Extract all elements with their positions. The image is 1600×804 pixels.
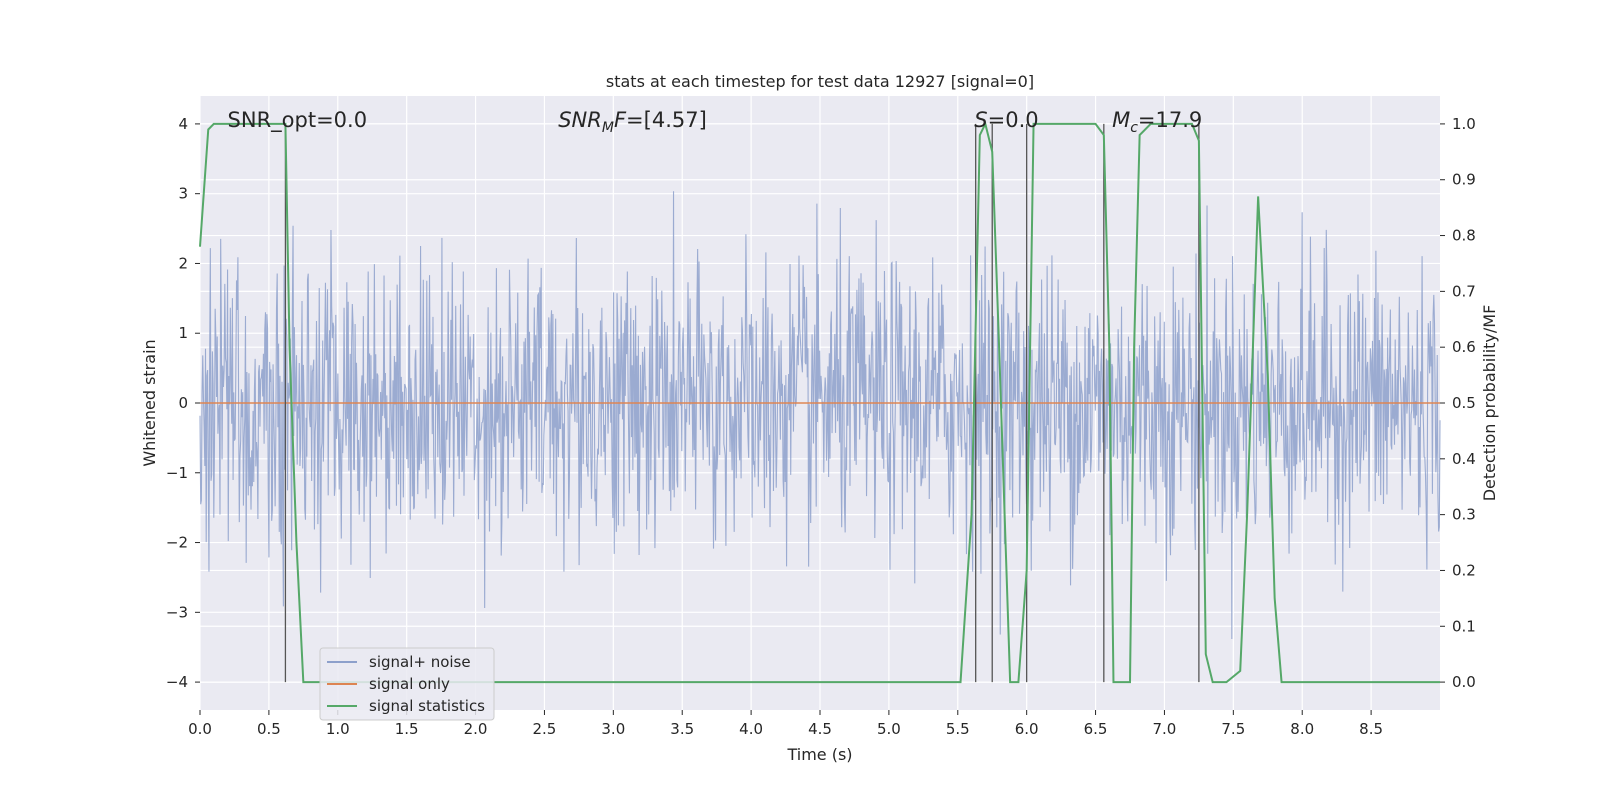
annotation-text: Mc=17.9 — [1112, 108, 1202, 136]
annotation-text: SNRMF=[4.57] — [558, 108, 707, 136]
x-tick-label: 4.5 — [808, 720, 832, 738]
y-tick-label: 4 — [178, 115, 188, 133]
x-tick-label: 5.0 — [877, 720, 901, 738]
annotations: SNR_opt=0.0 SNRMF=[4.57] S=0.0 Mc=17.9 — [228, 108, 1203, 136]
y-tick-label: 1 — [178, 324, 188, 342]
vertical-markers — [284, 123, 1200, 683]
signal-statistics-series — [199, 121, 1440, 684]
x-tick-label: 8.0 — [1290, 720, 1314, 738]
plot-content — [199, 191, 1441, 639]
right-tick-label: 0.4 — [1452, 450, 1476, 468]
y-axis-label: Whitened strain — [140, 339, 159, 466]
x-tick-label: 0.5 — [257, 720, 281, 738]
right-tick-label: 0.1 — [1452, 617, 1476, 635]
y-tick-label: 2 — [178, 254, 188, 272]
x-tick-label: 4.0 — [739, 720, 763, 738]
chart-title: stats at each timestep for test data 129… — [606, 72, 1034, 91]
annotation-text: SNR_opt=0.0 — [228, 108, 368, 133]
y-tick-label: −1 — [166, 464, 188, 482]
x-tick-label: 3.5 — [670, 720, 694, 738]
signal-statistics-line — [199, 121, 1440, 684]
x-tick-label: 8.5 — [1359, 720, 1383, 738]
y-axis-ticks: −4 −3 −2 −1 0 1 2 3 4 — [166, 115, 200, 691]
right-tick-label: 0.2 — [1452, 561, 1476, 579]
legend: signal+ noise signal only signal statist… — [319, 647, 495, 721]
right-axis-label: Detection probability/MF — [1480, 305, 1499, 502]
x-tick-label: 3.0 — [601, 720, 625, 738]
x-tick-label: 2.0 — [464, 720, 488, 738]
annotation-text: S=0.0 — [974, 108, 1038, 132]
x-tick-label: 7.5 — [1221, 720, 1245, 738]
x-tick-label: 0.0 — [188, 720, 212, 738]
right-tick-label: 0.6 — [1452, 338, 1476, 356]
right-tick-label: 0.3 — [1452, 506, 1476, 524]
right-tick-label: 0.9 — [1452, 171, 1476, 189]
y-tick-label: 3 — [178, 185, 188, 203]
right-tick-label: 0.8 — [1452, 227, 1476, 245]
legend-label-signal-noise: signal+ noise — [369, 653, 471, 671]
x-tick-label: 1.0 — [326, 720, 350, 738]
legend-label-signal-statistics: signal statistics — [369, 697, 485, 715]
right-tick-label: 0.0 — [1452, 673, 1476, 691]
right-axis-ticks: 0.0 0.1 0.2 0.3 0.4 0.5 0.6 0.7 0.8 0.9 1.0 — [1440, 115, 1476, 691]
y-tick-label: −4 — [166, 673, 188, 691]
x-tick-label: 2.5 — [533, 720, 557, 738]
x-tick-label: 6.5 — [1084, 720, 1108, 738]
x-tick-label: 7.0 — [1153, 720, 1177, 738]
x-tick-label: 5.5 — [946, 720, 970, 738]
x-axis-ticks: 0.0 0.5 1.0 1.5 2.0 2.5 3.0 3.5 4.0 4.5 5.0 5.5 6.0 6… — [188, 710, 1383, 738]
x-tick-label: 1.5 — [395, 720, 419, 738]
y-tick-label: −2 — [166, 534, 188, 552]
y-tick-label: −3 — [166, 603, 188, 621]
right-tick-label: 0.7 — [1452, 282, 1476, 300]
x-tick-label: 6.0 — [1015, 720, 1039, 738]
right-tick-label: 1.0 — [1452, 115, 1476, 133]
legend-label-signal-only: signal only — [369, 675, 450, 693]
y-tick-label: 0 — [178, 394, 188, 412]
legend-box — [319, 647, 495, 721]
right-tick-label: 0.5 — [1452, 394, 1476, 412]
x-axis-label: Time (s) — [786, 745, 852, 764]
signal-noise-series — [199, 191, 1441, 639]
